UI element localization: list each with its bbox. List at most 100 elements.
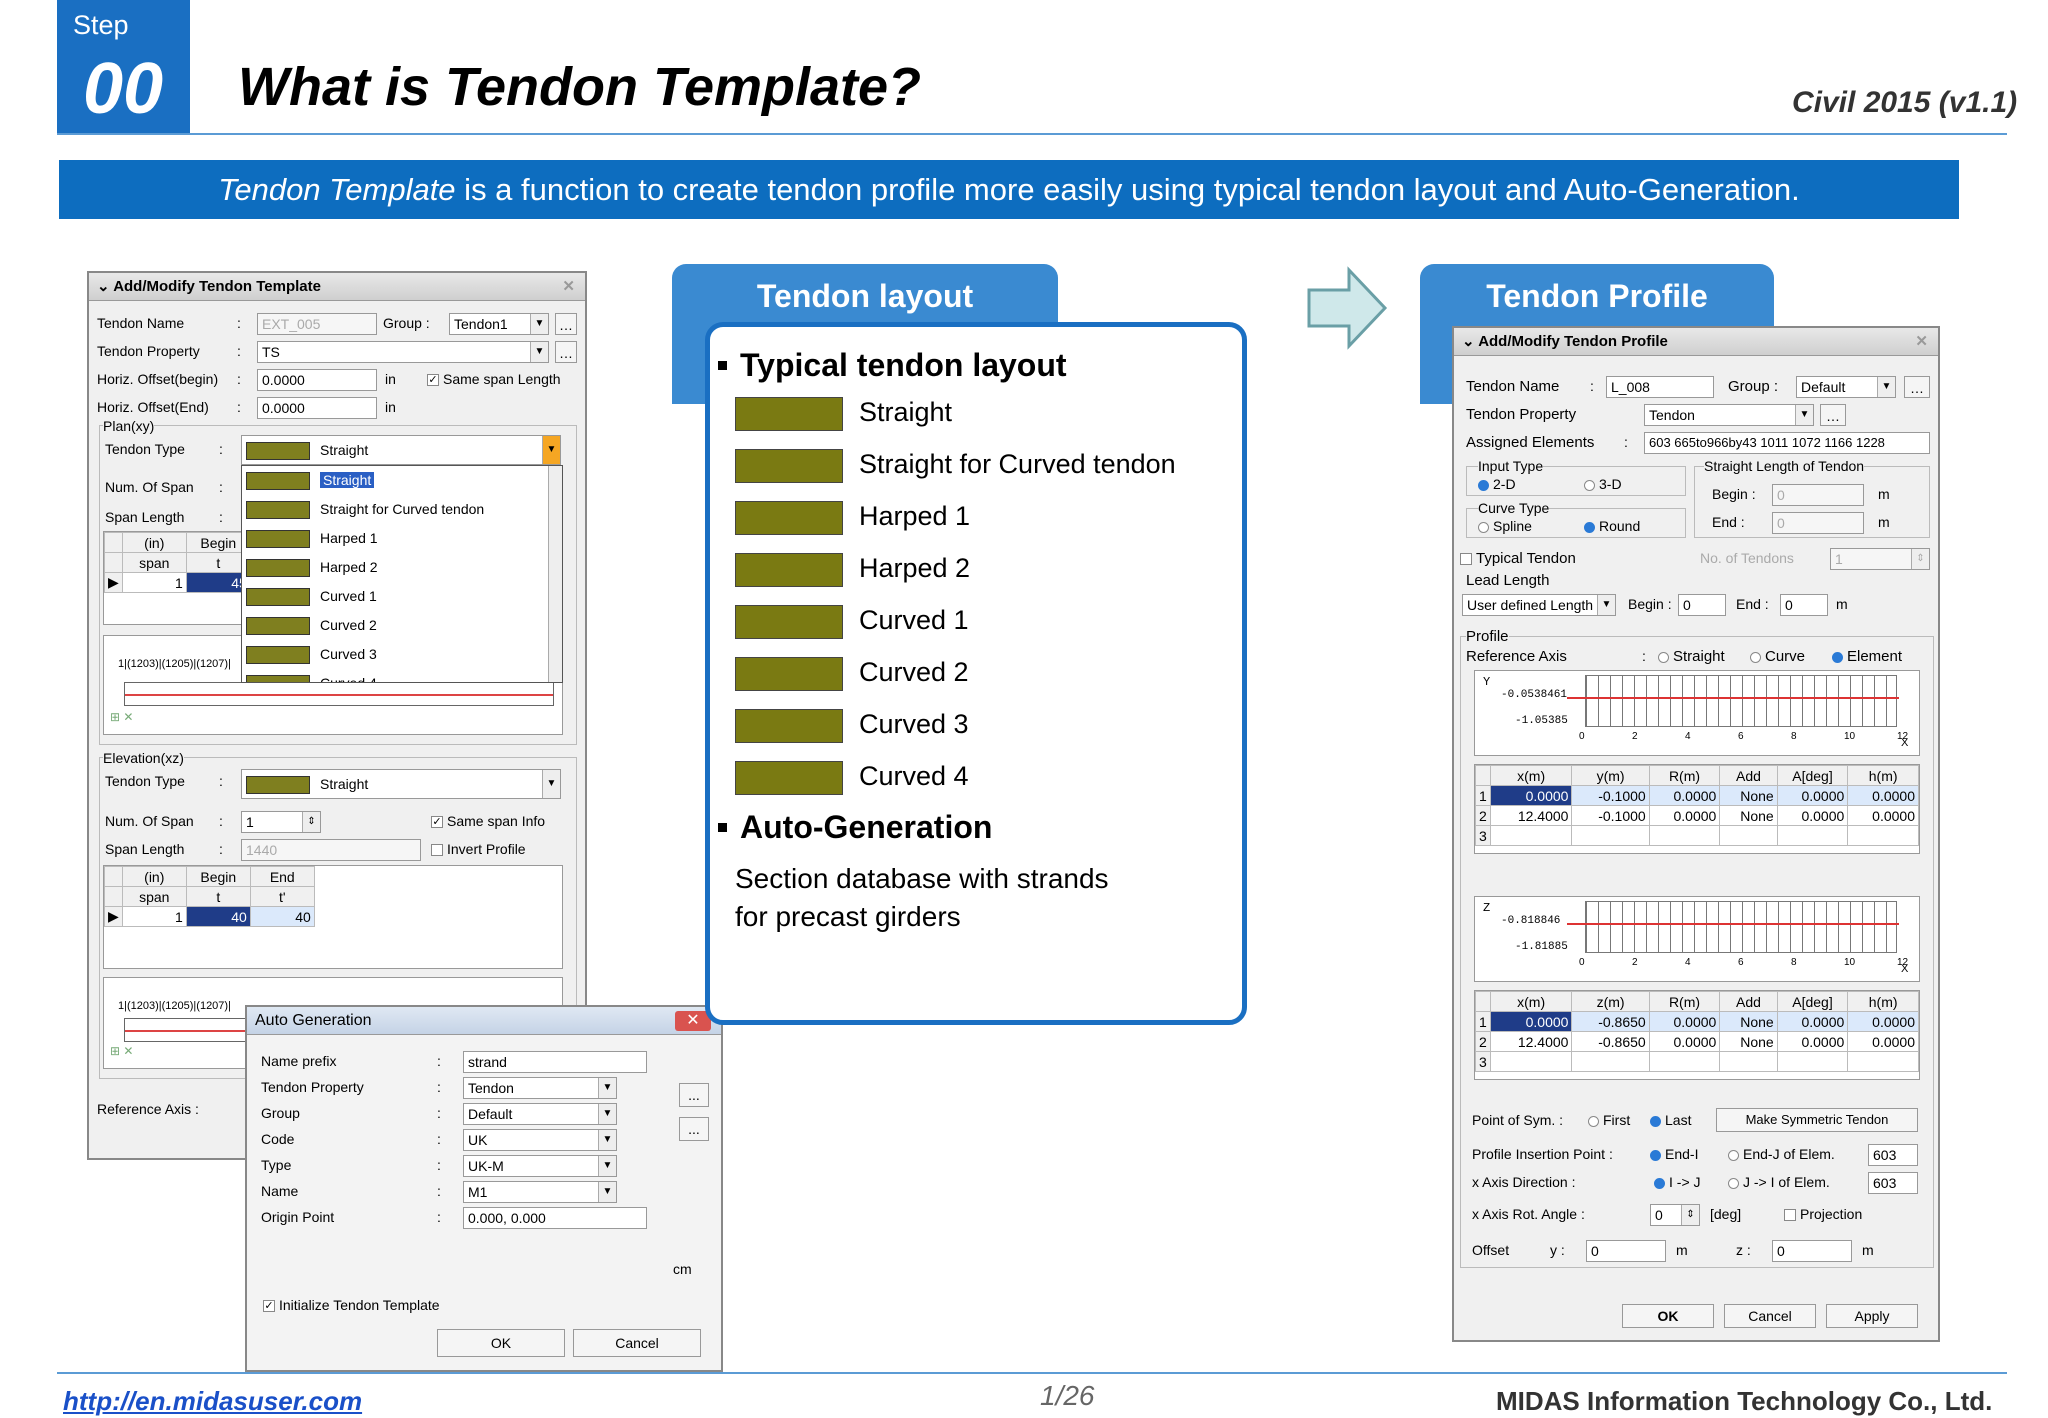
dropdown-item[interactable]: Straight [242, 466, 562, 495]
radio-curve[interactable]: Curve [1750, 648, 1805, 665]
straight-begin-input[interactable]: 0 [1772, 484, 1864, 506]
apply-button[interactable]: Apply [1826, 1304, 1918, 1328]
initialize-checkbox[interactable]: ✓ Initialize Tendon Template [263, 1297, 440, 1313]
group-select[interactable]: Default ▼ [1796, 376, 1896, 398]
auto-gen-field[interactable]: M1 ▼ [463, 1181, 617, 1203]
colon: : [437, 1079, 441, 1095]
dropdown-item[interactable]: Curved 3 [242, 640, 562, 669]
cancel-button[interactable]: Cancel [573, 1329, 701, 1357]
cancel-button[interactable]: Cancel [1724, 1304, 1816, 1328]
dropdown-item[interactable]: Curved 2 [242, 611, 562, 640]
elev-num-span-input[interactable]: 1 ⇕ [241, 811, 321, 833]
invert-profile-checkbox[interactable]: Invert Profile [431, 841, 526, 857]
tendon-property-select[interactable]: Tendon ▼ [1644, 404, 1814, 426]
same-span-checkbox[interactable]: ✓ Same span Length [427, 371, 561, 387]
dropdown-item[interactable]: Curved 4 [242, 669, 562, 682]
straight-end-input[interactable]: 0 [1772, 512, 1864, 534]
grid-cell: 0.0000 [1847, 1031, 1919, 1052]
lead-begin-input[interactable]: 0 [1678, 594, 1726, 616]
grid-cell: -0.1000 [1571, 805, 1650, 826]
property-more-button[interactable]: … [1820, 404, 1846, 426]
colon: : [437, 1157, 441, 1173]
auto-gen-field[interactable]: UK ▼ [463, 1129, 617, 1151]
radio-ij[interactable]: I -> J [1654, 1174, 1701, 1190]
lead-end-input[interactable]: 0 [1780, 594, 1828, 616]
auto-generation-dialog: Auto Generation ✕ Name prefix: strand Tendo… [245, 1005, 723, 1372]
table-row[interactable]: ▶ 1 45 [104, 572, 251, 593]
make-symmetric-button[interactable]: Make Symmetric Tendon [1716, 1108, 1918, 1132]
footer-link[interactable]: http://en.midasuser.com [63, 1386, 363, 1416]
tendon-property-select[interactable]: TS ▼ [257, 341, 549, 363]
table-row[interactable]: ▶ 1 40 40 [104, 906, 315, 927]
radio-ji[interactable]: J -> I of Elem. [1728, 1174, 1830, 1190]
auto-gen-field[interactable]: Default ▼ [463, 1103, 617, 1125]
radio-last[interactable]: Last [1650, 1112, 1691, 1128]
horiz-begin-input[interactable]: 0.0000 [257, 369, 377, 391]
grid-cell [1776, 1051, 1849, 1072]
horiz-begin-label: Horiz. Offset(begin) [97, 371, 219, 387]
tendon-shape-icon [735, 761, 843, 795]
offset-z-input[interactable]: 0 [1772, 1240, 1852, 1262]
reference-axis-label: Reference Axis : [97, 1101, 199, 1117]
radio-end-i[interactable]: End-I [1650, 1146, 1698, 1162]
tendon-name-input[interactable]: L_008 [1606, 376, 1714, 398]
elev-span-grid[interactable]: (in) Begin End span t t' ▶ 1 40 40 [103, 865, 563, 969]
lead-length-select[interactable]: User defined Length ▼ [1462, 594, 1616, 616]
input-type-label: Input Type [1478, 458, 1544, 474]
ok-button[interactable]: OK [437, 1329, 565, 1357]
table-row[interactable]: 3 [1475, 825, 1919, 846]
group-select[interactable]: Tendon1 ▼ [449, 313, 549, 335]
group-label: Group : [1728, 378, 1779, 395]
insertion-elem-input[interactable]: 603 [1868, 1144, 1918, 1166]
radio-round[interactable]: Round [1584, 518, 1640, 534]
y-profile-grid[interactable]: x(m) y(m) R(m) Add A[deg] h(m) 1 0.0000 -0.1000 0… [1474, 764, 1920, 854]
tick-label: 8 [1791, 731, 1797, 742]
ok-button[interactable]: OK [1622, 1304, 1714, 1328]
auto-gen-field[interactable]: UK-M ▼ [463, 1155, 617, 1177]
same-span-info-checkbox[interactable]: ✓ Same span Info [431, 813, 546, 829]
z-profile-grid[interactable]: x(m) z(m) R(m) Add A[deg] h(m) 1 0.0000 -0.8650 0… [1474, 990, 1920, 1080]
assigned-elements-input[interactable]: 603 665to966by43 1011 1072 1166 1228 [1644, 432, 1930, 454]
tendon-name-input[interactable]: EXT_005 [257, 313, 377, 335]
offset-y-input[interactable]: 0 [1586, 1240, 1666, 1262]
table-row[interactable]: 3 [1475, 1051, 1919, 1072]
group-more-button[interactable]: … [1904, 376, 1930, 398]
dropdown-item[interactable]: Curved 1 [242, 582, 562, 611]
plan-tendon-type-select[interactable]: Straight ▼ [241, 435, 561, 465]
horiz-end-input[interactable]: 0.0000 [257, 397, 377, 419]
radio-first[interactable]: First [1588, 1112, 1630, 1128]
dropdown-item[interactable]: Harped 1 [242, 524, 562, 553]
table-row[interactable]: 2 12.4000 -0.8650 0.0000 None 0.0000 0.0000 [1475, 1031, 1919, 1052]
x-axis-elem-input[interactable]: 603 [1868, 1172, 1918, 1194]
close-icon[interactable]: ✕ [1915, 333, 1928, 350]
table-row[interactable]: 1 0.0000 -0.1000 0.0000 None 0.0000 0.0000 [1475, 785, 1919, 806]
grid-cell: -0.1000 [1571, 785, 1650, 806]
layout-item-label: Curved 2 [859, 657, 969, 688]
x-axis-rot-input[interactable]: 0 ⇕ [1650, 1204, 1700, 1226]
radio-straight[interactable]: Straight [1658, 648, 1725, 665]
table-row[interactable]: 1 0.0000 -0.8650 0.0000 None 0.0000 0.0000 [1475, 1011, 1919, 1032]
group-more-button[interactable]: … [555, 313, 577, 335]
radio-element[interactable]: Element [1832, 648, 1902, 665]
typical-tendon-checkbox[interactable]: Typical Tendon [1460, 550, 1576, 567]
close-icon[interactable]: ✕ [675, 1011, 711, 1031]
radio-spline[interactable]: Spline [1478, 518, 1532, 534]
table-row[interactable]: 2 12.4000 -0.1000 0.0000 None 0.0000 0.0000 [1475, 805, 1919, 826]
close-icon[interactable]: ✕ [562, 278, 575, 295]
radio-end-j[interactable]: End-J of Elem. [1728, 1146, 1835, 1162]
property-more-button[interactable]: ... [679, 1083, 709, 1107]
tendon-type-dropdown[interactable]: Straight Straight for Curved tendon Harped… [241, 465, 563, 683]
elev-span-length-input[interactable]: 1440 [241, 839, 421, 861]
projection-checkbox[interactable]: Projection [1784, 1206, 1862, 1222]
dropdown-item[interactable]: Straight for Curved tendon [242, 495, 562, 524]
auto-gen-field[interactable]: strand [463, 1051, 647, 1073]
num-tendons-input[interactable]: 1 ⇕ [1830, 548, 1930, 570]
elev-tendon-type-select[interactable]: Straight ▼ [241, 769, 561, 799]
property-more-button[interactable]: … [555, 341, 577, 363]
auto-gen-field[interactable]: Tendon ▼ [463, 1077, 617, 1099]
radio-2d[interactable]: 2-D [1478, 476, 1516, 492]
group-more-button[interactable]: ... [679, 1117, 709, 1141]
auto-gen-field[interactable]: 0.000, 0.000 [463, 1207, 647, 1229]
dropdown-item[interactable]: Harped 2 [242, 553, 562, 582]
radio-3d[interactable]: 3-D [1584, 476, 1622, 492]
